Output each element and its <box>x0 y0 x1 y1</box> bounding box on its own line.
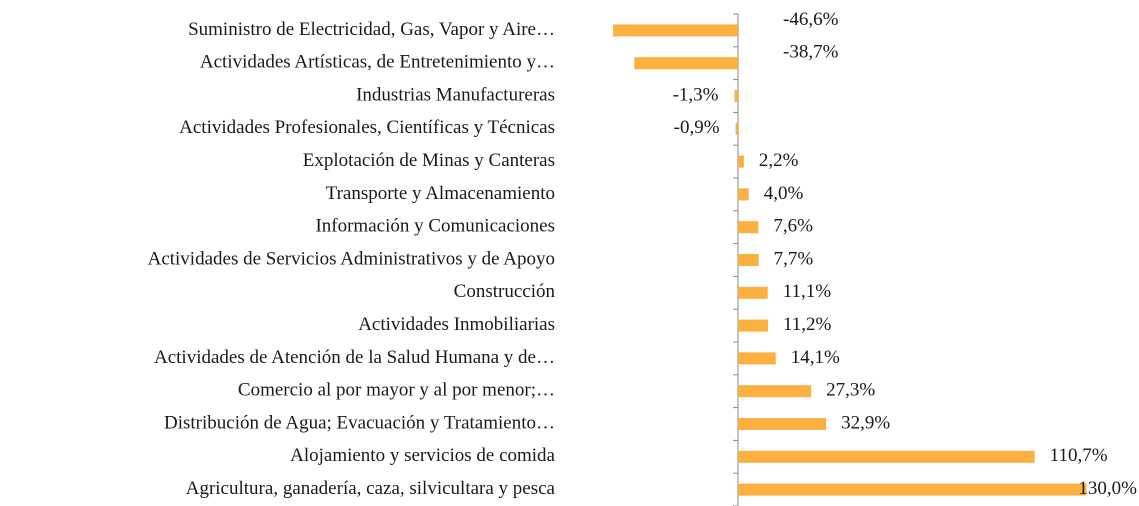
bar <box>738 483 1087 496</box>
value-label: 32,9% <box>841 412 890 433</box>
category-label: Suministro de Electricidad, Gas, Vapor y… <box>188 19 555 40</box>
value-label: 4,0% <box>764 183 804 204</box>
bar <box>738 418 827 430</box>
category-label: Distribución de Agua; Evacuación y Trata… <box>164 412 555 433</box>
value-label: 27,3% <box>826 380 875 401</box>
bar <box>738 450 1035 463</box>
bar <box>738 352 776 365</box>
value-label: -1,3% <box>673 84 719 105</box>
bar <box>738 385 812 398</box>
value-label: 11,2% <box>783 314 832 335</box>
bar <box>738 155 744 168</box>
value-label: 110,7% <box>1050 445 1108 466</box>
value-label: 14,1% <box>791 347 840 368</box>
category-label: Explotación de Minas y Canteras <box>303 150 555 171</box>
category-label: Información y Comunicaciones <box>315 216 555 237</box>
value-label: -46,6% <box>783 9 839 30</box>
category-label: Alojamiento y servicios de comida <box>290 445 555 466</box>
category-label: Actividades Inmobiliarias <box>358 314 555 335</box>
category-label: Agricultura, ganadería, caza, silviculta… <box>186 478 556 499</box>
category-label: Actividades Artísticas, de Entretenimien… <box>200 52 555 73</box>
bar <box>738 286 768 299</box>
bar <box>738 221 759 234</box>
bar <box>738 188 749 201</box>
category-label: Actividades de Servicios Administrativos… <box>148 248 555 269</box>
category-label: Construcción <box>454 281 556 302</box>
value-label: 7,6% <box>773 216 813 237</box>
bar <box>734 90 738 102</box>
value-label: 2,2% <box>759 150 799 171</box>
value-label: -0,9% <box>674 117 720 138</box>
bar <box>634 57 738 70</box>
bar <box>738 319 769 332</box>
category-label: Actividades de Atención de la Salud Huma… <box>154 347 555 368</box>
category-label: Industrias Manufactureras <box>356 84 555 105</box>
category-label: Transporte y Almacenamiento <box>326 183 555 204</box>
value-label: 11,1% <box>783 281 832 302</box>
bar <box>735 122 738 135</box>
category-label: Comercio al por mayor y al por menor;… <box>238 380 555 401</box>
bar <box>613 24 738 37</box>
bar <box>738 254 759 266</box>
value-label: 130,0% <box>1078 478 1137 499</box>
category-label: Actividades Profesionales, Científicas y… <box>179 117 555 138</box>
value-label: 7,7% <box>774 248 814 269</box>
value-label: -38,7% <box>783 42 839 63</box>
